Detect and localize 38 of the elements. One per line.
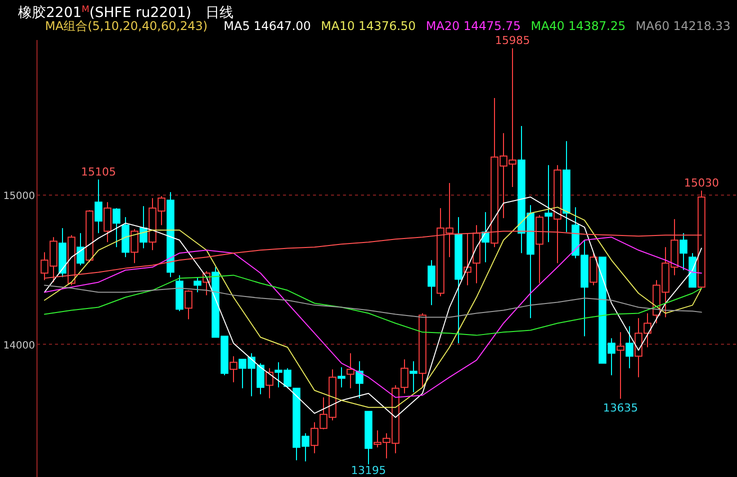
annotation: 13635 <box>603 402 638 415</box>
y-tick-label: 14000 <box>3 340 35 352</box>
candlestick <box>104 202 112 243</box>
text: 日线 <box>205 5 234 21</box>
candlestick <box>112 208 120 248</box>
annotation: 15985 <box>495 34 530 48</box>
candlestick <box>338 366 346 388</box>
candlestick <box>464 232 472 286</box>
candlestick <box>184 290 192 320</box>
candlestick <box>130 228 138 264</box>
text: MA60 14218.33 <box>636 19 731 33</box>
candlestick <box>346 352 354 389</box>
candlestick <box>544 164 552 243</box>
annotation: 13195 <box>351 464 386 477</box>
candlestick <box>94 178 102 234</box>
candlestick <box>76 232 84 266</box>
candlestick <box>680 232 688 271</box>
legend-title: MA组合(5,10,20,40,60,243) <box>45 19 208 33</box>
candlestick <box>356 360 364 399</box>
candlestick <box>140 206 148 249</box>
line-series <box>44 284 702 318</box>
candlestick <box>626 326 634 369</box>
candlestick <box>266 368 274 399</box>
line-series <box>44 236 702 398</box>
text: MA5 14647.00 <box>224 19 311 33</box>
candlestick <box>410 360 418 393</box>
annotation: 15030 <box>684 176 719 190</box>
annotation: 15105 <box>81 165 116 178</box>
text: MA10 14376.50 <box>320 19 416 33</box>
candlestick <box>400 358 408 394</box>
text: MA20 14475.75 <box>426 19 521 33</box>
y-tick-label: 15000 <box>3 191 35 202</box>
candlestick <box>616 332 624 400</box>
candlestick <box>230 356 238 383</box>
text: MA40 14387.25 <box>530 19 626 33</box>
chart-title: 橡胶2201$^{M}$(SHFE ru2201) <box>18 5 192 21</box>
candlestick <box>428 260 436 306</box>
candlestick <box>194 276 202 293</box>
